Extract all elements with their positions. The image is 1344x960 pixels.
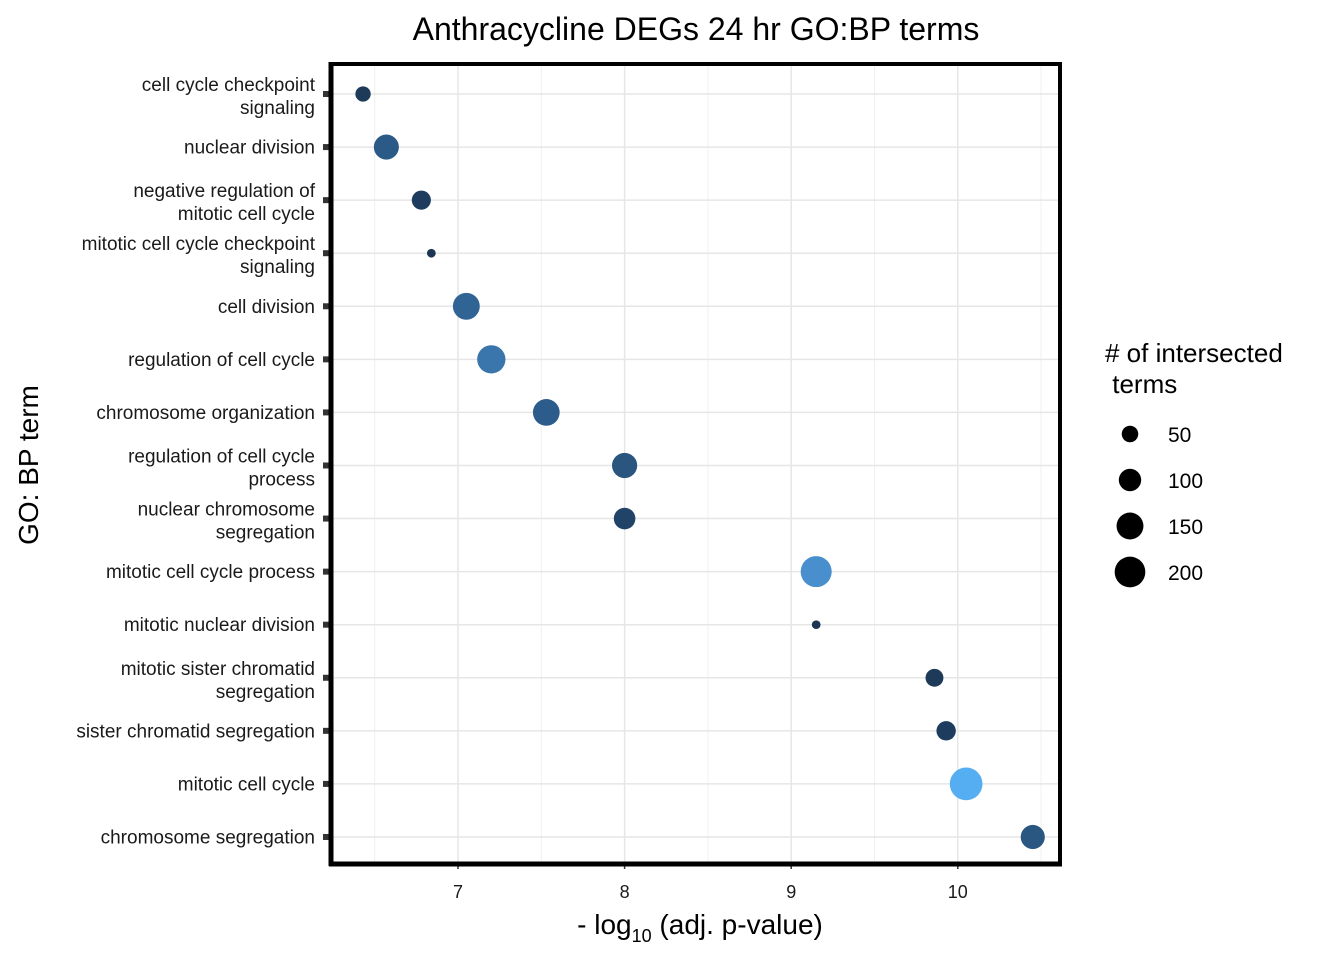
x-tick-label: 9 <box>786 882 796 902</box>
legend: # of intersected terms 50 100 150 200 <box>1105 338 1283 588</box>
y-tick-label: nuclear division <box>184 138 315 159</box>
data-point <box>1020 824 1045 850</box>
y-tick-mark <box>323 356 330 363</box>
x-axis-label-suffix: (adj. p-value) <box>652 909 823 940</box>
y-tick-mark <box>323 780 330 787</box>
y-tick-mark <box>323 568 330 575</box>
legend-title-line: # of intersected <box>1105 338 1283 368</box>
chart-title: Anthracycline DEGs 24 hr GO:BP terms <box>413 11 980 47</box>
legend-key-label: 100 <box>1168 470 1203 493</box>
legend-key-label: 200 <box>1168 562 1203 585</box>
data-point <box>925 668 944 687</box>
data-point <box>426 248 436 258</box>
y-tick-label: negative regulation of mitotic cell cycle <box>133 181 315 225</box>
y-tick-label-line: regulation of cell cycle <box>128 446 315 467</box>
y-tick-mark <box>323 409 330 416</box>
y-tick-label-line: signaling <box>240 257 315 278</box>
y-tick-label: regulation of cell cycle process <box>128 446 315 490</box>
y-tick-label: mitotic cell cycle <box>178 774 315 795</box>
data-point <box>613 507 636 530</box>
legend-key-dot <box>1121 425 1139 443</box>
y-tick-mark <box>323 462 330 469</box>
legend-title: # of intersected terms <box>1105 338 1283 399</box>
data-point <box>611 452 638 479</box>
y-tick-label: mitotic cell cycle checkpoint signaling <box>82 234 316 278</box>
x-tick-labels: 7 8 9 10 <box>453 882 968 902</box>
y-tick-mark <box>323 833 330 840</box>
y-tick-label: cell cycle checkpoint signaling <box>142 75 316 119</box>
y-tick-mark <box>323 144 330 151</box>
axes <box>323 62 1062 869</box>
data-point <box>373 134 399 160</box>
x-axis-label-prefix: - log <box>577 909 631 940</box>
y-tick-mark <box>323 515 330 522</box>
y-tick-label: chromosome organization <box>96 403 315 424</box>
y-tick-label-line: nuclear chromosome <box>138 500 315 521</box>
data-point <box>452 292 480 320</box>
y-tick-label: mitotic cell cycle process <box>106 562 315 583</box>
y-tick-mark <box>323 303 330 310</box>
y-tick-mark <box>323 91 330 97</box>
y-tick-label: cell division <box>218 297 315 318</box>
x-tick-label: 10 <box>948 882 968 902</box>
data-point <box>355 86 371 102</box>
y-tick-label-line: signaling <box>240 98 315 119</box>
y-tick-label: chromosome segregation <box>101 827 315 848</box>
data-point <box>411 190 431 210</box>
legend-key-label: 50 <box>1168 424 1191 447</box>
data-point <box>477 345 506 374</box>
legend-title-line: terms <box>1105 369 1177 399</box>
y-tick-label-line: process <box>248 469 315 490</box>
x-axis-label-subscript: 10 <box>632 926 652 946</box>
y-tick-label-line: negative regulation of <box>133 181 315 202</box>
y-tick-mark <box>323 621 330 628</box>
data-points <box>355 86 1045 850</box>
data-point <box>532 399 560 426</box>
data-point <box>949 767 983 801</box>
y-tick-label: nuclear chromosome segregation <box>138 500 315 544</box>
y-tick-mark <box>323 674 330 681</box>
x-tick-label: 8 <box>620 882 630 902</box>
y-tick-label-line: mitotic cell cycle checkpoint <box>82 234 316 255</box>
y-axis-label: GO: BP term <box>13 385 44 545</box>
x-tick-label: 7 <box>453 882 463 902</box>
y-tick-label-line: segregation <box>216 682 315 703</box>
x-axis-label: - log10 (adj. p-value) <box>577 909 823 946</box>
y-tick-mark <box>323 727 330 734</box>
y-tick-label: regulation of cell cycle <box>128 350 315 371</box>
grid <box>331 64 1060 864</box>
legend-key-dot <box>1118 468 1142 492</box>
legend-key-dot <box>1116 512 1144 540</box>
y-tick-label: mitotic sister chromatid segregation <box>121 659 315 703</box>
y-tick-mark <box>323 197 330 204</box>
data-point <box>800 556 832 588</box>
y-tick-mark <box>323 250 330 257</box>
legend-key-label: 150 <box>1168 516 1203 539</box>
y-tick-label: sister chromatid segregation <box>76 721 315 742</box>
y-tick-label-line: mitotic cell cycle <box>178 204 315 225</box>
data-point <box>811 620 821 630</box>
legend-key-dot <box>1114 556 1146 588</box>
y-tick-label: mitotic nuclear division <box>124 615 315 636</box>
y-tick-label-line: segregation <box>216 523 315 544</box>
y-tick-label-line: mitotic sister chromatid <box>121 659 315 680</box>
data-point <box>936 721 956 741</box>
y-tick-label-line: cell cycle checkpoint <box>142 75 316 96</box>
